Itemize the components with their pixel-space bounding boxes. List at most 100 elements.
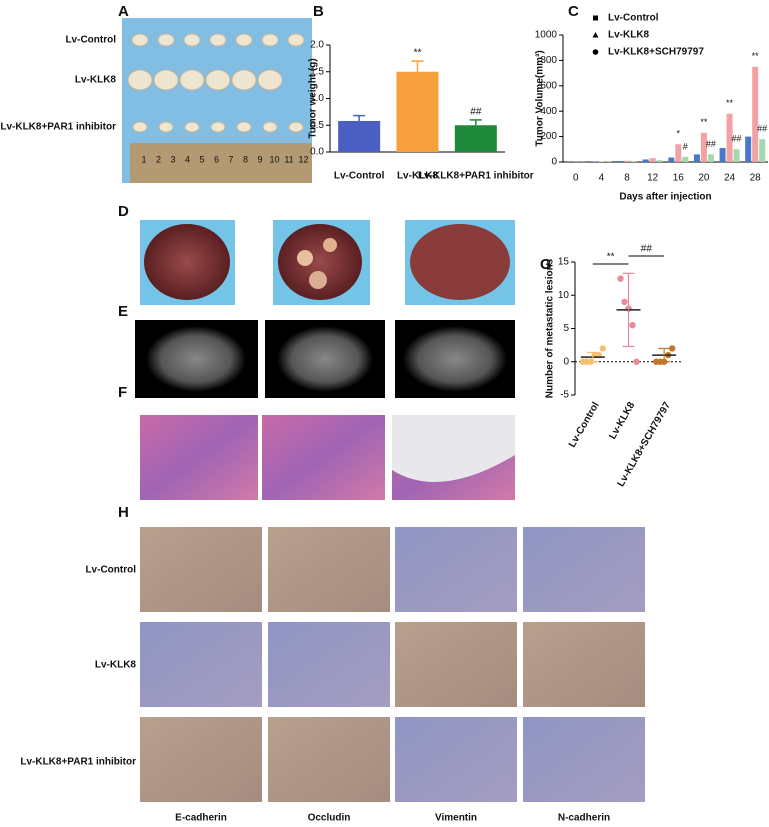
bar <box>759 139 766 162</box>
ruler-label: 11 <box>284 154 293 164</box>
point <box>617 275 624 282</box>
row-label: Lv-KLK8 <box>95 660 137 671</box>
bar <box>707 154 714 162</box>
y-axis-label: Number of metastatic lesions <box>545 258 556 398</box>
ruler-label: 6 <box>214 154 219 164</box>
ruler-label: 7 <box>228 154 233 164</box>
significance: ## <box>706 139 716 149</box>
significance: # <box>683 141 688 151</box>
bar <box>454 125 497 152</box>
significance: ** <box>607 252 615 263</box>
bar <box>642 159 649 162</box>
y-tick-label: 0.5 <box>310 120 324 131</box>
y-tick-label: 600 <box>540 80 557 91</box>
mri-slice <box>403 326 507 392</box>
ihc-image <box>268 622 390 707</box>
ihc-image <box>523 622 645 707</box>
significance: ** <box>700 117 708 127</box>
bar <box>745 136 752 162</box>
ruler-label: 3 <box>170 154 175 164</box>
tumor <box>235 33 253 47</box>
y-tick-label: 200 <box>540 131 557 142</box>
point <box>668 345 676 352</box>
y-tick-label: -5 <box>560 390 569 401</box>
row-label: Lv-Control <box>85 565 136 576</box>
x-tick-label: 0 <box>573 173 579 184</box>
ihc-image <box>523 527 645 612</box>
y-axis-label: Tumor Volume(mm³) <box>535 50 546 146</box>
tumor <box>183 33 201 47</box>
ruler-label: 4 <box>185 154 190 164</box>
bar <box>700 132 707 162</box>
ruler-label: 9 <box>257 154 262 164</box>
y-tick-label: 15 <box>558 257 570 268</box>
ruler <box>130 143 312 183</box>
he-background <box>392 415 515 482</box>
point <box>633 358 640 365</box>
y-tick-label: 0.0 <box>310 147 324 158</box>
nodule <box>309 271 327 289</box>
x-tick-label: Lv-Control <box>567 400 602 449</box>
tumor <box>236 121 252 133</box>
legend-label: Lv-KLK8+SCH79797 <box>608 47 704 58</box>
significance: ## <box>757 124 767 134</box>
y-tick-label: 800 <box>540 55 557 66</box>
legend-marker <box>592 32 599 38</box>
y-tick-label: 400 <box>540 106 557 117</box>
legend-label: Lv-KLK8 <box>608 30 650 41</box>
legend-marker <box>592 49 599 55</box>
ruler-label: 12 <box>298 154 308 164</box>
liver <box>278 224 362 300</box>
tumor <box>153 69 179 91</box>
significance: ## <box>470 107 482 118</box>
x-tick-label: Lv-KLK8 <box>397 171 439 182</box>
bar <box>719 148 726 162</box>
ihc-image <box>395 622 517 707</box>
ruler-label: 5 <box>199 154 204 164</box>
column-label: Vimentin <box>435 813 477 824</box>
tumor <box>205 69 231 91</box>
y-tick-label: 0 <box>551 157 557 168</box>
panel-label: B <box>313 3 324 20</box>
bar <box>675 144 682 162</box>
column-label: N-cadherin <box>558 813 610 824</box>
row-label: Lv-KLK8+PAR1 inhibitor <box>0 122 116 133</box>
liver <box>144 224 230 300</box>
tumor <box>287 33 305 47</box>
bar <box>682 156 689 162</box>
ihc-image <box>268 717 390 802</box>
tumor <box>288 121 304 133</box>
panel-label: H <box>118 504 129 521</box>
row-label: Lv-KLK8+PAR1 inhibitor <box>20 757 136 768</box>
tumor <box>262 121 278 133</box>
x-tick-label: Lv-KLK8+PAR1 inhibitor <box>418 171 534 182</box>
x-tick-label: 28 <box>750 173 762 184</box>
x-tick-label: 8 <box>624 173 630 184</box>
ruler-label: 8 <box>243 154 248 164</box>
nodule <box>323 238 337 252</box>
bar <box>338 120 381 152</box>
bar <box>624 160 631 162</box>
x-tick-label: 4 <box>599 173 605 184</box>
ihc-image <box>140 717 262 802</box>
bar <box>617 160 624 162</box>
y-tick-label: 1000 <box>535 30 558 41</box>
y-tick-label: 10 <box>558 290 570 301</box>
tumor <box>127 69 153 91</box>
ihc-image <box>140 527 262 612</box>
liver <box>410 224 510 300</box>
row-label: Lv-KLK8 <box>75 75 117 86</box>
bar <box>656 160 663 162</box>
significance: ** <box>752 51 760 61</box>
point <box>629 321 636 329</box>
nodule <box>297 250 313 266</box>
significance: ** <box>414 48 422 59</box>
bar <box>631 161 638 162</box>
bar <box>598 161 605 162</box>
x-axis-label: Days after injection <box>619 192 711 203</box>
y-tick-label: 5 <box>563 323 569 334</box>
tumor <box>210 121 226 133</box>
y-tick-label: 1.0 <box>310 93 324 104</box>
mri-slice <box>146 326 246 392</box>
